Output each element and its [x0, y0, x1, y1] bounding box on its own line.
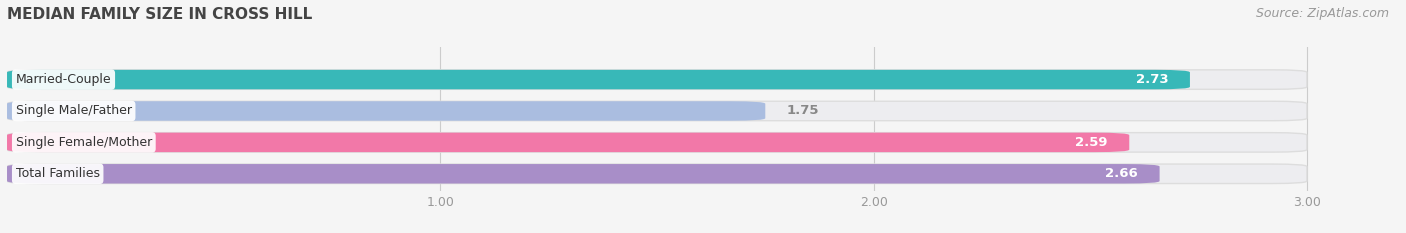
Text: Source: ZipAtlas.com: Source: ZipAtlas.com — [1256, 7, 1389, 20]
FancyBboxPatch shape — [7, 164, 1308, 184]
Text: Single Male/Father: Single Male/Father — [15, 104, 132, 117]
FancyBboxPatch shape — [7, 101, 1308, 121]
Text: 2.66: 2.66 — [1105, 167, 1137, 180]
Text: 1.75: 1.75 — [787, 104, 820, 117]
FancyBboxPatch shape — [7, 70, 1189, 89]
FancyBboxPatch shape — [7, 101, 765, 121]
Text: Total Families: Total Families — [15, 167, 100, 180]
Text: 2.73: 2.73 — [1136, 73, 1168, 86]
Text: MEDIAN FAMILY SIZE IN CROSS HILL: MEDIAN FAMILY SIZE IN CROSS HILL — [7, 7, 312, 22]
Text: Single Female/Mother: Single Female/Mother — [15, 136, 152, 149]
FancyBboxPatch shape — [7, 133, 1129, 152]
FancyBboxPatch shape — [7, 70, 1308, 89]
Text: Married-Couple: Married-Couple — [15, 73, 111, 86]
Text: 2.59: 2.59 — [1076, 136, 1108, 149]
FancyBboxPatch shape — [7, 164, 1160, 184]
FancyBboxPatch shape — [7, 133, 1308, 152]
